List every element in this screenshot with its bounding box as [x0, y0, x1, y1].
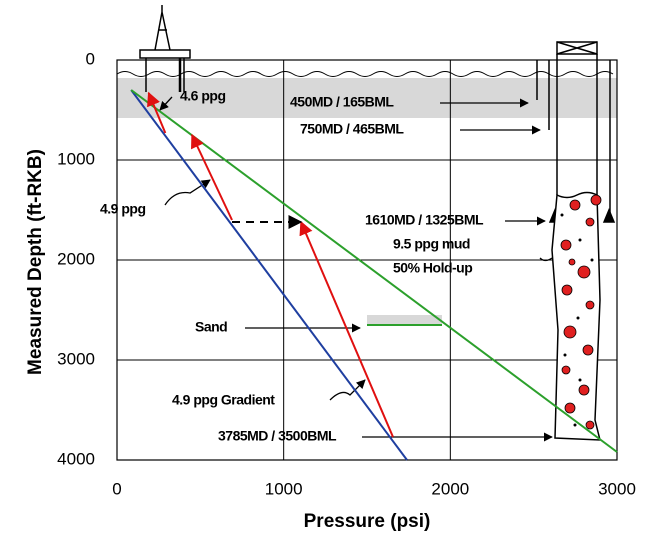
- y-tick-label: 4000: [57, 449, 95, 468]
- y-tick-label: 2000: [57, 249, 95, 268]
- sand-band: [367, 315, 442, 325]
- annotation: 50% Hold-up: [393, 260, 472, 276]
- y-tick-label: 1000: [57, 149, 95, 168]
- annotation: Sand: [195, 319, 227, 335]
- y-axis-title: Measured Depth (ft-RKB): [25, 149, 46, 375]
- series-line: [130, 89, 618, 453]
- x-tick-label: 1000: [265, 479, 303, 498]
- series-line: [130, 89, 408, 461]
- plot-area: [116, 59, 618, 461]
- annotation: 4.6 ppg: [180, 88, 226, 104]
- x-tick-label: 0: [112, 479, 121, 498]
- annotation: 750MD / 465BML: [300, 121, 404, 137]
- annotation: 4.9 ppg Gradient: [172, 392, 275, 408]
- well-icon: [536, 41, 616, 441]
- x-tick-label: 3000: [598, 479, 636, 498]
- annotation: 1610MD / 1325BML: [365, 212, 484, 228]
- plot-frame: [116, 59, 618, 461]
- annotation: 450MD / 165BML: [290, 94, 394, 110]
- x-axis-title: Pressure (psi): [304, 511, 431, 532]
- annotation: 9.5 ppg mud: [393, 236, 470, 252]
- y-tick-label: 0: [86, 49, 95, 68]
- series-line: [299, 220, 394, 438]
- sea-surface: [116, 71, 614, 77]
- annotation: 3785MD / 3500BML: [218, 428, 337, 444]
- pointer-arrows: [159, 96, 553, 442]
- x-tick-label: 2000: [431, 479, 469, 498]
- y-tick-label: 3000: [57, 349, 95, 368]
- rig-icon: [139, 5, 191, 92]
- annotation: 4.9 ppg: [100, 201, 146, 217]
- series-line: [191, 133, 233, 221]
- water-shade: [117, 78, 617, 118]
- series-line: [147, 91, 167, 134]
